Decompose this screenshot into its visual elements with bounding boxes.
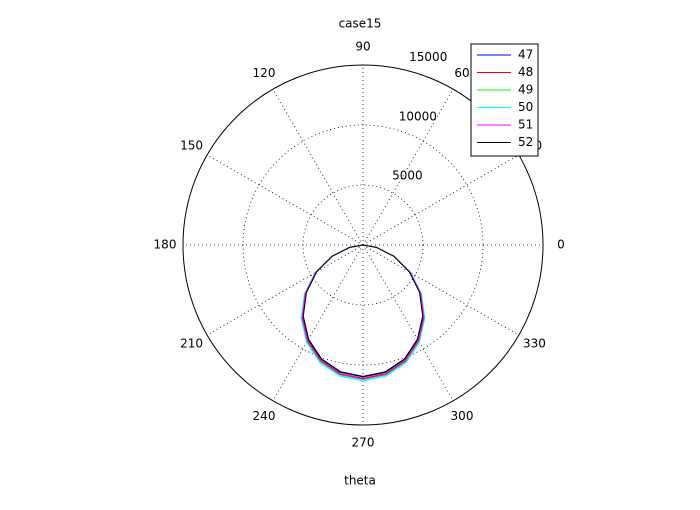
- legend-label: 48: [518, 65, 533, 79]
- angle-label: 210: [180, 337, 203, 351]
- series-line: [301, 244, 425, 380]
- legend-label: 52: [518, 135, 533, 149]
- r-tick-label: 15000: [409, 50, 447, 64]
- spoke: [362, 244, 520, 336]
- ring: [182, 64, 544, 426]
- chart-title: case15: [339, 17, 382, 31]
- angle-label: 180: [154, 238, 177, 252]
- spoke: [272, 88, 364, 246]
- angle-label: 240: [253, 409, 276, 423]
- spoke: [206, 154, 364, 246]
- angle-label: 60: [454, 66, 469, 80]
- angle-label: 90: [355, 40, 370, 54]
- legend-label: 51: [518, 118, 533, 132]
- ring: [302, 184, 424, 306]
- series-line: [302, 244, 424, 377]
- legend-label: 50: [518, 100, 533, 114]
- legend-label: 49: [518, 83, 533, 97]
- angle-label: 300: [451, 409, 474, 423]
- angle-label: 150: [180, 139, 203, 153]
- angle-label: 330: [523, 337, 546, 351]
- legend-label: 47: [518, 48, 533, 62]
- spoke: [362, 244, 454, 402]
- angle-label: 0: [557, 238, 565, 252]
- spoke: [362, 154, 520, 246]
- ring: [242, 124, 484, 366]
- r-tick-label: 5000: [392, 168, 423, 182]
- angle-label: 120: [253, 66, 276, 80]
- spoke: [272, 244, 364, 402]
- spoke: [206, 244, 364, 336]
- legend-box: [470, 43, 539, 157]
- x-axis-label: theta: [344, 474, 376, 488]
- angle-label: 270: [352, 436, 375, 450]
- r-tick-label: 10000: [399, 109, 437, 123]
